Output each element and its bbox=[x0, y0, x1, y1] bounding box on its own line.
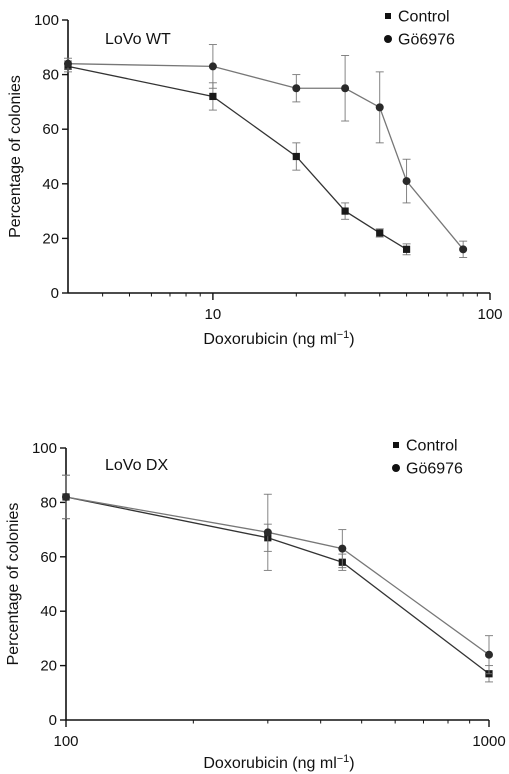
data-point bbox=[338, 544, 347, 553]
legend: Control Gö6976 bbox=[384, 9, 455, 49]
y-tick-label: 20 bbox=[40, 658, 57, 675]
legend-marker bbox=[384, 35, 392, 43]
legend-marker bbox=[392, 464, 400, 472]
y-tick-label: 100 bbox=[34, 12, 59, 29]
chart-2: 0 20 40 60 80 100 100 1000 Percentage of colonie… bbox=[5, 438, 506, 773]
series-g-6976 bbox=[62, 474, 493, 675]
y-tick-label: 0 bbox=[49, 712, 57, 729]
series-line bbox=[65, 496, 490, 675]
x-axis-label: Doxorubicin (ng ml−1) bbox=[203, 753, 354, 772]
x-axis-label: Doxorubicin (ng ml−1) bbox=[203, 329, 354, 348]
legend-marker bbox=[393, 442, 399, 448]
legend-label: Control bbox=[406, 438, 458, 455]
series-line bbox=[67, 65, 407, 250]
chart-title: LoVo WT bbox=[105, 31, 171, 48]
series-line bbox=[65, 496, 490, 656]
data-point bbox=[376, 229, 384, 237]
y-tick-label: 80 bbox=[40, 494, 57, 511]
data-point bbox=[292, 84, 301, 93]
legend-label: Control bbox=[398, 9, 450, 26]
legend-marker bbox=[385, 13, 391, 19]
y-axis-label: Percentage of colonies bbox=[5, 503, 22, 666]
y-tick-label: 40 bbox=[42, 176, 59, 193]
data-point bbox=[485, 650, 493, 659]
y-tick-label: 0 bbox=[51, 285, 59, 302]
data-point bbox=[209, 92, 217, 101]
data-point bbox=[402, 245, 411, 253]
series-control bbox=[64, 60, 411, 256]
data-point bbox=[341, 207, 349, 215]
legend-label: Gö6976 bbox=[406, 461, 463, 478]
data-point bbox=[292, 152, 300, 161]
legend: Control Gö6976 bbox=[392, 438, 463, 478]
data-point bbox=[64, 59, 72, 68]
y-tick-label: 100 bbox=[32, 440, 57, 457]
data-point bbox=[375, 103, 384, 112]
x-tick-label: 100 bbox=[477, 306, 502, 323]
series-control bbox=[62, 474, 493, 683]
legend-label: Gö6976 bbox=[398, 32, 455, 49]
chart-title: LoVo DX bbox=[105, 457, 168, 474]
y-tick-label: 40 bbox=[40, 603, 57, 620]
y-axis-label: Percentage of colonies bbox=[7, 75, 24, 238]
series-line bbox=[67, 63, 464, 250]
chart-1: 0 20 40 60 80 100 10 100 Percentage of colonies D… bbox=[7, 9, 503, 349]
data-point bbox=[263, 528, 272, 537]
x-tick-label: 10 bbox=[205, 306, 222, 323]
data-point bbox=[208, 62, 217, 71]
x-tick-label: 1000 bbox=[472, 733, 505, 750]
y-tick-label: 60 bbox=[40, 549, 57, 566]
data-point bbox=[62, 492, 70, 501]
data-point bbox=[459, 245, 468, 254]
x-tick-label: 100 bbox=[53, 733, 78, 750]
y-tick-label: 20 bbox=[42, 230, 59, 247]
y-tick-label: 60 bbox=[42, 121, 59, 138]
y-tick-label: 80 bbox=[42, 67, 59, 84]
data-point bbox=[402, 177, 411, 186]
data-point bbox=[341, 84, 350, 93]
series-g-6976 bbox=[64, 44, 468, 258]
